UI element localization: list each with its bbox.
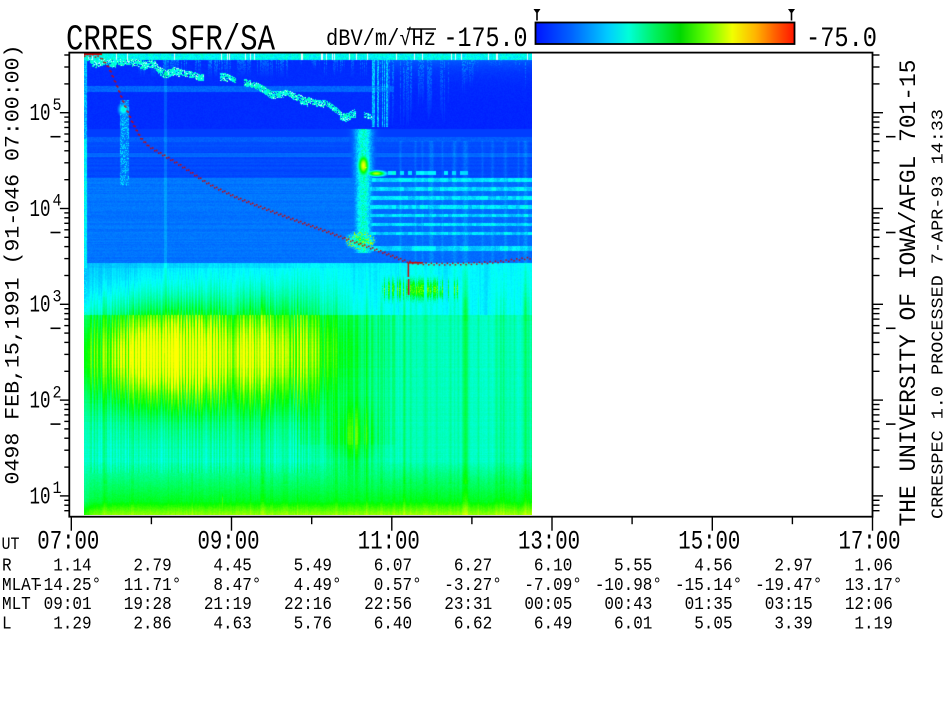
svg-text:13:00: 13:00 (518, 527, 580, 557)
svg-text:11:00: 11:00 (358, 527, 420, 557)
svg-text:3.39: 3.39 (774, 613, 812, 635)
svg-text:UT: UT (2, 534, 20, 554)
svg-text:2.79: 2.79 (133, 555, 171, 577)
svg-text:12:06: 12:06 (845, 594, 893, 616)
svg-text:dBV/m/√Hz: dBV/m/√Hz (326, 27, 436, 53)
svg-text:15:00: 15:00 (678, 527, 740, 557)
svg-text:09:01: 09:01 (44, 594, 92, 616)
svg-text:13.17°: 13.17° (845, 575, 903, 597)
svg-text:4.63: 4.63 (213, 613, 251, 635)
svg-text:17:00: 17:00 (839, 527, 901, 557)
svg-text:MLAT: MLAT (2, 575, 40, 597)
svg-text:4.45: 4.45 (213, 555, 251, 577)
svg-text:-19.47°: -19.47° (755, 575, 822, 597)
svg-text:-175.0: -175.0 (444, 23, 528, 54)
svg-text:07:00: 07:00 (37, 527, 99, 557)
svg-text:6.40: 6.40 (374, 613, 412, 635)
svg-text:THE UNIVERSITY OF IOWA/AFGL 70: THE UNIVERSITY OF IOWA/AFGL 701-15 (896, 60, 922, 527)
svg-text:-15.14°: -15.14° (675, 575, 742, 597)
svg-text:03:15: 03:15 (765, 594, 813, 616)
svg-text:6.07: 6.07 (374, 555, 412, 577)
svg-text:10: 10 (30, 197, 51, 224)
svg-text:2: 2 (53, 383, 62, 403)
svg-text:09:00: 09:00 (198, 527, 260, 557)
svg-text:23:31: 23:31 (444, 594, 492, 616)
svg-text:2.86: 2.86 (133, 613, 171, 635)
svg-text:00:05: 00:05 (524, 594, 572, 616)
svg-text:-14.25°: -14.25° (34, 575, 101, 597)
svg-text:6.27: 6.27 (454, 555, 492, 577)
svg-text:4: 4 (53, 191, 62, 211)
svg-text:CRRES SFR/SA: CRRES SFR/SA (66, 20, 275, 61)
svg-text:5: 5 (53, 95, 62, 115)
svg-text:5.05: 5.05 (694, 613, 732, 635)
svg-text:01:35: 01:35 (685, 594, 733, 616)
svg-text:19:28: 19:28 (124, 594, 172, 616)
svg-text:R: R (2, 555, 12, 577)
svg-text:4.49°: 4.49° (294, 575, 342, 597)
svg-text:5.76: 5.76 (294, 613, 332, 635)
svg-text:6.49: 6.49 (534, 613, 572, 635)
svg-text:1.14: 1.14 (53, 555, 91, 577)
svg-text:6.62: 6.62 (454, 613, 492, 635)
svg-text:-3.27°: -3.27° (444, 575, 502, 597)
svg-text:CRRESPEC 1.0 PROCESSED 7-APR: CRRESPEC 1.0 PROCESSED 7-APR-93 14:33 (929, 109, 945, 519)
svg-text:4.56: 4.56 (694, 555, 732, 577)
svg-text:6.01: 6.01 (614, 613, 652, 635)
svg-text:21:19: 21:19 (204, 594, 252, 616)
svg-text:10: 10 (30, 389, 51, 416)
svg-text:22:16: 22:16 (284, 594, 332, 616)
svg-text:MLT: MLT (2, 594, 31, 616)
svg-text:1.19: 1.19 (854, 613, 892, 635)
svg-text:2.97: 2.97 (774, 555, 812, 577)
svg-text:-7.09°: -7.09° (524, 575, 582, 597)
svg-text:1: 1 (53, 478, 62, 498)
svg-text:22:56: 22:56 (364, 594, 412, 616)
svg-text:-75.0: -75.0 (806, 23, 877, 54)
svg-text:11.71°: 11.71° (124, 575, 182, 597)
svg-text:10: 10 (30, 293, 51, 320)
svg-text:5.49: 5.49 (294, 555, 332, 577)
svg-text:0498 FEB,15,1991 (91-046 07:: 0498 FEB,15,1991 (91-046 07:00:00) (2, 44, 25, 484)
svg-text:-10.98°: -10.98° (595, 575, 662, 597)
svg-text:10: 10 (30, 101, 51, 128)
svg-text:10: 10 (30, 485, 51, 512)
svg-text:8.47°: 8.47° (213, 575, 261, 597)
svg-text:0.57°: 0.57° (374, 575, 422, 597)
svg-text:3: 3 (53, 287, 62, 307)
svg-text:1.29: 1.29 (53, 613, 91, 635)
svg-text:1.06: 1.06 (854, 555, 892, 577)
svg-text:5.55: 5.55 (614, 555, 652, 577)
svg-text:L: L (2, 613, 12, 635)
svg-text:00:43: 00:43 (604, 594, 652, 616)
svg-text:6.10: 6.10 (534, 555, 572, 577)
